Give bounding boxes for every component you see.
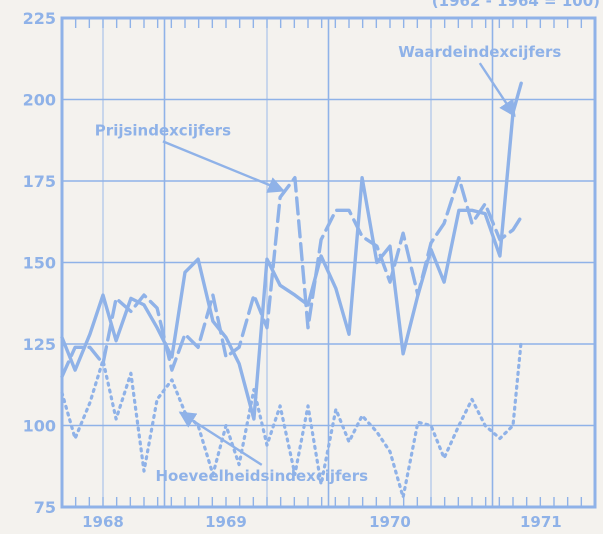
- series-lines: [60, 81, 523, 499]
- x-tick-label: 1971: [520, 513, 562, 531]
- series-line-hoeveelheidsindexcijfers: [60, 339, 523, 499]
- x-axis-labels: 1968 1969 1970 1971: [82, 513, 562, 531]
- y-tick-label: 150: [23, 254, 56, 273]
- series-line-prijsindexcijfers: [60, 176, 523, 379]
- annotation-label: Prijsindexcijfers: [95, 121, 231, 139]
- annotations: Waardeindexcijfers Prijsindexcijfers Hoeve…: [95, 43, 562, 485]
- y-tick-label: 100: [23, 417, 56, 436]
- y-tick-label: 225: [23, 9, 56, 28]
- x-tick-label: 1968: [82, 513, 124, 531]
- y-tick-label: 125: [23, 335, 56, 354]
- y-tick-label: 200: [23, 91, 56, 110]
- annotation-label: Waardeindexcijfers: [398, 43, 561, 61]
- chart-subtitle: (1962 - 1964 = 100): [432, 0, 600, 10]
- y-tick-label: 175: [23, 172, 56, 191]
- y-axis-labels: 75 100 125 150 175 200 225: [23, 9, 56, 517]
- annotation-arrow: [162, 140, 285, 193]
- annotation-arrow: [178, 411, 263, 466]
- x-tick-label: 1970: [369, 513, 411, 531]
- x-tick-label: 1969: [205, 513, 247, 531]
- annotation-label: Hoeveelheidsindexcijfers: [155, 467, 368, 485]
- annotation-arrow: [478, 62, 516, 118]
- y-tick-label: 75: [34, 498, 56, 517]
